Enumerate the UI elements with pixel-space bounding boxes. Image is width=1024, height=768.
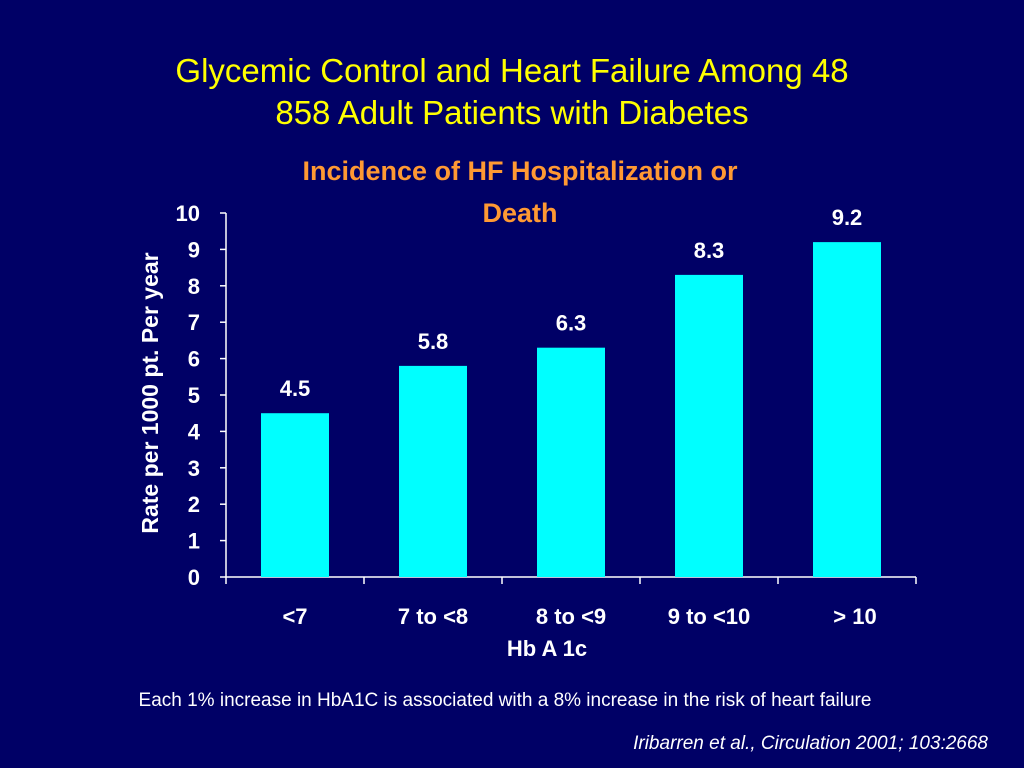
chart-title-line-1: Incidence of HF Hospitalization or (302, 156, 738, 186)
data-label: 9.2 (832, 205, 863, 230)
bar (261, 413, 329, 577)
chart-title-line-2: Death (482, 198, 557, 228)
y-tick-label: 6 (188, 347, 200, 372)
data-label: 4.5 (280, 376, 311, 401)
y-tick-label: 3 (188, 456, 200, 481)
bar (537, 347, 605, 577)
y-tick-label: 2 (188, 492, 200, 517)
bars: 4.5 5.8 6.3 8.3 9.2 (261, 205, 881, 577)
x-axis-label: Hb A 1c (507, 636, 587, 661)
slide-title: Glycemic Control and Heart Failure Among… (0, 50, 1024, 134)
y-tick-label: 5 (188, 383, 200, 408)
footnote: Each 1% increase in HbA1C is associated … (138, 690, 872, 711)
y-tick-label: 4 (188, 419, 201, 444)
y-tick-label: 1 (188, 529, 200, 554)
y-tick-label: 8 (188, 274, 200, 299)
slide-title-line-2: 858 Adult Patients with Diabetes (275, 94, 749, 131)
y-tick-label: 10 (176, 201, 200, 226)
bar (813, 242, 881, 577)
y-axis-label: Rate per 1000 pt. Per year (137, 252, 163, 533)
y-tick-label: 9 (188, 237, 200, 262)
x-tick-label: 7 to <8 (398, 604, 468, 629)
data-label: 5.8 (418, 329, 449, 354)
y-tick-label: 0 (188, 565, 200, 590)
x-tick-label: > 10 (833, 604, 876, 629)
bar (399, 365, 467, 577)
citation: Iribarren et al., Circulation 2001; 103:… (633, 733, 988, 754)
x-tick-label: 8 to <9 (536, 604, 606, 629)
bar (675, 274, 743, 577)
x-tick-label: 9 to <10 (668, 604, 751, 629)
chart-title: Incidence of HF Hospitalization or Death (302, 156, 738, 228)
data-label: 8.3 (694, 238, 725, 263)
y-tick-label: 7 (188, 310, 200, 335)
axes: 0 1 2 3 4 5 6 7 8 9 10 <7 7 to <8 8 to <9 9 to <10 > 10 (176, 201, 917, 629)
x-tick-label: <7 (282, 604, 307, 629)
data-label: 6.3 (556, 311, 587, 336)
slide-title-line-1: Glycemic Control and Heart Failure Among… (175, 52, 849, 89)
